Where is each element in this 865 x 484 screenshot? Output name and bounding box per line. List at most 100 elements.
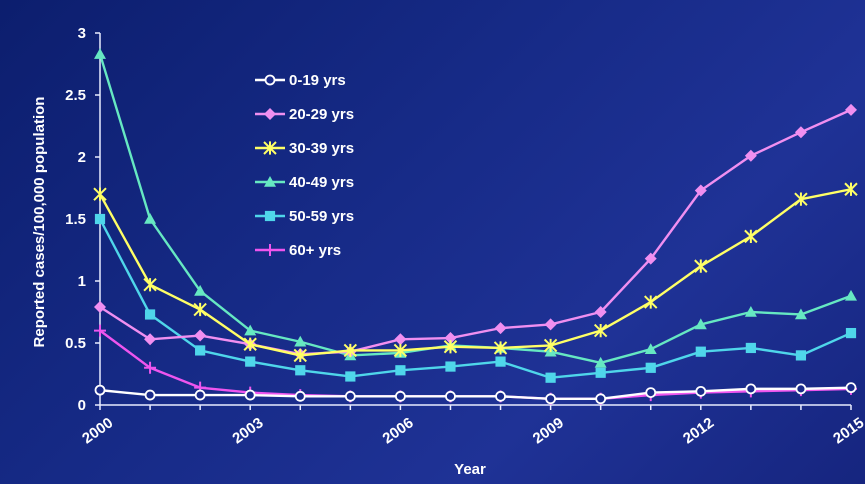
data-point bbox=[593, 323, 608, 338]
data-point bbox=[845, 382, 857, 394]
data-point bbox=[794, 308, 807, 320]
x-axis-title: Year bbox=[454, 461, 486, 478]
legend-label: 20-29 yrs bbox=[289, 106, 354, 123]
data-point bbox=[595, 367, 606, 378]
data-point bbox=[194, 329, 207, 342]
data-point bbox=[443, 340, 458, 354]
y-tick-label: 2.5 bbox=[65, 87, 86, 104]
data-point bbox=[244, 389, 256, 401]
legend-item: 30-39 yrs bbox=[255, 140, 354, 157]
data-point bbox=[644, 343, 657, 354]
legend-marker bbox=[264, 74, 276, 86]
data-point bbox=[644, 252, 657, 265]
series-50-59-yrs bbox=[94, 213, 857, 383]
data-point bbox=[644, 295, 658, 309]
data-point bbox=[694, 318, 707, 330]
data-point bbox=[794, 126, 807, 139]
data-point bbox=[94, 324, 106, 337]
data-point bbox=[545, 393, 556, 405]
data-point bbox=[694, 259, 708, 273]
data-point bbox=[695, 385, 707, 397]
data-point bbox=[94, 301, 106, 314]
data-point bbox=[143, 278, 157, 292]
data-point bbox=[394, 333, 407, 346]
data-point bbox=[94, 48, 106, 59]
legend-marker bbox=[264, 176, 276, 187]
data-point bbox=[94, 384, 106, 396]
data-point bbox=[294, 335, 307, 347]
data-point bbox=[94, 213, 106, 225]
y-tick-label: 1.5 bbox=[65, 211, 86, 228]
data-point bbox=[293, 348, 307, 363]
legend-item: 40-49 yrs bbox=[255, 174, 354, 191]
data-point bbox=[795, 383, 807, 395]
legend-marker bbox=[264, 244, 276, 256]
data-point bbox=[294, 390, 306, 402]
legend: 0-19 yrs 20-29 yrs 30-39 yrs 40-49 yrs 50-59… bbox=[255, 72, 354, 259]
data-point bbox=[144, 389, 156, 401]
data-point bbox=[493, 341, 508, 355]
data-point bbox=[594, 306, 607, 318]
series-layer bbox=[93, 48, 858, 405]
axes: 0 0.5 1 1.5 2 2.5 3 2000 2003 2006 2009 2012 2015 bbox=[65, 25, 865, 447]
series-40-49-yrs bbox=[94, 48, 857, 368]
legend-label: 40-49 yrs bbox=[289, 174, 354, 191]
data-point bbox=[745, 342, 756, 354]
data-point bbox=[544, 318, 557, 331]
data-point bbox=[794, 192, 808, 206]
legend-item: 0-19 yrs bbox=[255, 72, 346, 89]
series-20-29-yrs bbox=[94, 103, 857, 361]
data-point bbox=[645, 362, 656, 373]
series-0-19-yrs bbox=[94, 382, 857, 405]
data-point bbox=[395, 365, 406, 376]
data-point bbox=[845, 289, 857, 301]
data-point bbox=[545, 372, 556, 383]
y-tick-label: 2 bbox=[78, 149, 86, 166]
y-tick-label: 1 bbox=[78, 273, 86, 290]
x-tick-label: 2012 bbox=[680, 414, 717, 447]
series-line bbox=[98, 218, 852, 379]
legend-label: 50-59 yrs bbox=[289, 208, 354, 225]
data-point bbox=[144, 309, 156, 320]
data-point bbox=[194, 284, 207, 296]
data-point bbox=[343, 343, 358, 358]
y-axis-title: Reported cases/100,000 population bbox=[31, 97, 48, 348]
data-point bbox=[93, 187, 107, 201]
legend-marker bbox=[264, 210, 276, 222]
data-point bbox=[795, 350, 807, 361]
legend-item: 50-59 yrs bbox=[255, 208, 354, 225]
data-point bbox=[694, 184, 707, 197]
data-point bbox=[695, 346, 706, 357]
data-point bbox=[194, 389, 206, 401]
data-point bbox=[295, 365, 306, 376]
x-tick-label: 2015 bbox=[830, 414, 865, 447]
y-tick-label: 0 bbox=[78, 397, 86, 414]
legend-label: 60+ yrs bbox=[289, 242, 341, 259]
data-point bbox=[243, 337, 257, 351]
data-point bbox=[543, 338, 558, 353]
data-point bbox=[444, 332, 457, 345]
series-30-39-yrs bbox=[93, 182, 858, 363]
data-point bbox=[245, 356, 256, 367]
y-tick-label: 3 bbox=[78, 25, 86, 42]
data-point bbox=[244, 324, 257, 336]
legend-item: 20-29 yrs bbox=[255, 106, 354, 123]
x-tick-label: 2006 bbox=[380, 414, 417, 447]
data-point bbox=[495, 390, 506, 402]
data-point bbox=[394, 390, 406, 402]
legend-marker bbox=[263, 141, 277, 155]
data-point bbox=[495, 356, 506, 367]
data-point bbox=[845, 327, 857, 339]
data-point bbox=[594, 356, 607, 368]
legend-label: 30-39 yrs bbox=[289, 140, 354, 157]
x-tick-label: 2003 bbox=[229, 414, 266, 447]
data-point bbox=[193, 302, 207, 317]
data-point bbox=[445, 390, 456, 402]
data-point bbox=[645, 387, 657, 399]
data-point bbox=[595, 393, 607, 405]
data-point bbox=[393, 343, 408, 358]
data-point bbox=[144, 361, 157, 374]
y-tick-label: 0.5 bbox=[65, 335, 86, 352]
